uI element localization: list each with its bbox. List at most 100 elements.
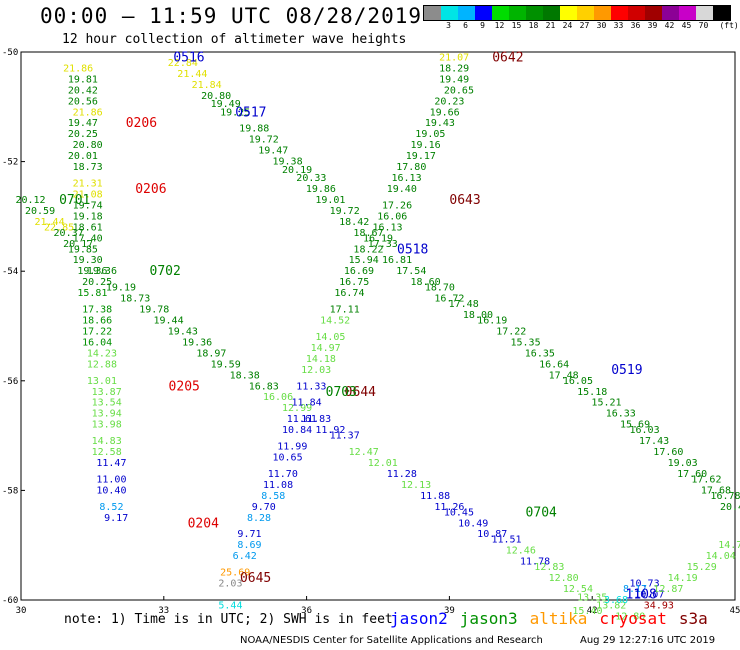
y-tick-label: -58 [2, 486, 18, 496]
wave-height-value: 15.29 [687, 562, 717, 573]
wave-height-value: 19.16 [411, 140, 441, 151]
wave-height-value: 11.00 [96, 474, 126, 485]
wave-height-value: 16.69 [344, 266, 374, 277]
wave-height-value: 9.71 [237, 529, 261, 540]
wave-height-value: 19.30 [73, 255, 103, 266]
wave-height-value: 18.73 [73, 162, 103, 173]
wave-height-value: 20.56 [68, 96, 98, 107]
wave-height-value: 18.61 [73, 222, 103, 233]
wave-height-value: 14.7 [718, 540, 740, 551]
colorbar-swatch [679, 6, 696, 20]
wave-height-value: 11.88 [420, 491, 450, 502]
wave-height-value: 16.06 [377, 211, 407, 222]
wave-height-value: 17.60 [653, 447, 683, 458]
wave-height-value: 10.07 [634, 590, 664, 601]
colorbar-swatch [645, 6, 662, 20]
wave-height-value: 14.05 [315, 332, 345, 343]
colorbar-tick-label: 36 [630, 21, 641, 30]
wave-height-value: 6.42 [233, 551, 257, 562]
colorbar-swatch [458, 6, 475, 20]
wave-height-value: 17.40 [73, 233, 103, 244]
wave-height-value: 12.58 [92, 447, 122, 458]
wave-height-value: 13.98 [92, 420, 122, 431]
pass-label: 0643 [449, 193, 480, 208]
wave-height-value: 19.17 [406, 151, 436, 162]
wave-height-value: 8.17 [623, 584, 647, 595]
wave-height-value: 19.40 [387, 184, 417, 195]
colorbar-swatch [560, 6, 577, 20]
wave-height-value: 17.68 [701, 485, 731, 496]
wave-height-value: 19.72 [330, 206, 360, 217]
wave-height-value: 19.85 [68, 244, 98, 255]
wave-height-value: 12.01 [368, 458, 398, 469]
wave-height-value: 11.61 [287, 414, 317, 425]
wave-height-value: 3.68 [604, 595, 628, 606]
wave-height-value: 17.22 [496, 326, 526, 337]
footer-credit: NOAA/NESDIS Center for Satellite Applica… [240, 635, 543, 646]
wave-height-value: 20.59 [25, 206, 55, 217]
wave-height-value: 11.51 [491, 535, 521, 546]
wave-height-value: 20.65 [444, 85, 474, 96]
colorbar-labels: 3 6 9 12 15 18 21 24 27 30 33 36 39 42 45 70 (ft) [423, 21, 739, 33]
page-subtitle: 12 hour collection of altimeter wave hei… [62, 32, 407, 47]
wave-height-value: 11.08 [263, 480, 293, 491]
wave-height-value: 17.38 [82, 305, 112, 316]
pass-label: 1108 [626, 588, 657, 603]
colorbar-swatch [424, 6, 441, 20]
wave-height-value: 21.08 [73, 189, 103, 200]
y-tick-label: -54 [2, 267, 18, 277]
colorbar-swatch [475, 6, 492, 20]
wave-height-value: 16.64 [539, 359, 569, 370]
colorbar-swatch [441, 6, 458, 20]
wave-height-value: 12.87 [653, 584, 683, 595]
colorbar-tick-label: 24 [562, 21, 573, 30]
wave-height-value: 13.82 [596, 600, 626, 611]
wave-height-value: 20.19 [282, 165, 312, 176]
wave-height-value: 11.37 [330, 431, 360, 442]
wave-height-value: 16.33 [606, 409, 636, 420]
wave-height-value: 21.84 [192, 80, 222, 91]
wave-height-value: 14.83 [92, 436, 122, 447]
wave-height-value: 8.28 [247, 513, 271, 524]
wave-height-value: 8.58 [261, 491, 285, 502]
wave-height-value: 20.33 [296, 173, 326, 184]
pass-label: 0206 [135, 182, 166, 197]
wave-height-value: 10.87 [477, 529, 507, 540]
pass-label: 0703 [326, 385, 357, 400]
wave-height-value: 11.47 [96, 458, 126, 469]
wave-height-value: 11.33 [296, 381, 326, 392]
wave-height-value: 12.46 [506, 546, 536, 557]
y-tick-label: -56 [2, 377, 18, 387]
wave-height-value: 13.01 [87, 376, 117, 387]
wave-height-value: 10.49 [458, 518, 488, 529]
wave-height-value: 19.25 [220, 107, 250, 118]
wave-height-value: 17.48 [549, 370, 579, 381]
wave-height-value: 16.74 [334, 288, 364, 299]
colorbar-tick-label: 9 [480, 21, 485, 30]
colorbar-swatch [509, 6, 526, 20]
wave-height-value: 19.47 [258, 146, 288, 157]
pass-label: 0519 [611, 363, 642, 378]
wave-height-value: 19.18 [73, 211, 103, 222]
wave-height-value: 20.25 [82, 277, 112, 288]
colorbar-swatch [543, 6, 560, 20]
pass-label: 0204 [188, 516, 219, 531]
wave-height-value: 16.19 [363, 233, 393, 244]
wave-height-value: 18.60 [411, 277, 441, 288]
wave-height-value: 17.43 [639, 436, 669, 447]
wave-height-value: 18.70 [425, 283, 455, 294]
wave-height-value: 15.69 [620, 420, 650, 431]
wave-height-value: 20.80 [73, 140, 103, 151]
colorbar-tick-label: 12 [494, 21, 505, 30]
wave-height-value: 19.01 [315, 195, 345, 206]
wave-height-value: 16.04 [82, 337, 112, 348]
wave-height-value: 21.86 [63, 63, 93, 74]
wave-height-value: 13.87 [92, 387, 122, 398]
wave-height-value: 10.84 [282, 425, 312, 436]
colorbar-tick-label: 6 [463, 21, 468, 30]
wave-height-value: 13.35 [577, 592, 607, 603]
wave-height-value: 19.59 [211, 359, 241, 370]
wave-height-value: 16.35 [525, 348, 555, 359]
wave-height-value: 20.23 [434, 96, 464, 107]
satellite-legend: jason2 jason3 altika cryosat s3a [390, 609, 720, 628]
